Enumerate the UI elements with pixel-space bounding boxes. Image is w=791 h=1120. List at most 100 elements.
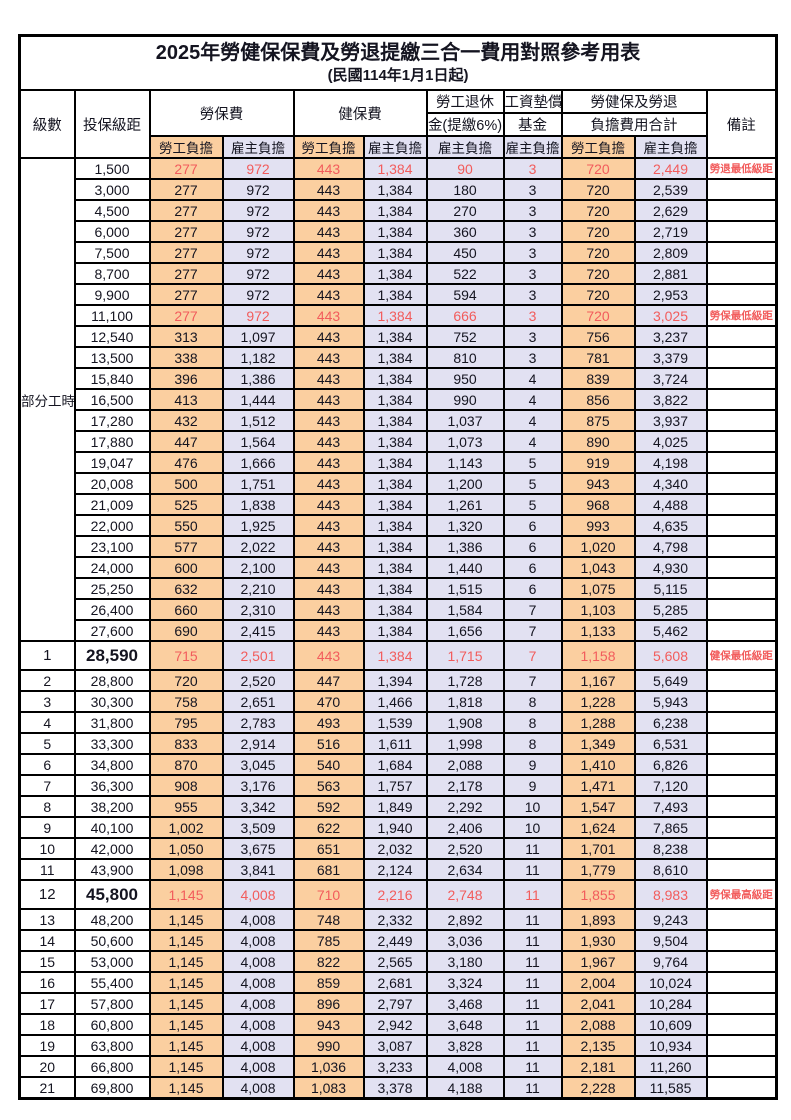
value-cell: 1,967 [560,950,636,973]
value-cell: 3 [502,220,563,243]
remark-cell [705,535,778,558]
value-cell: 2,942 [362,1013,428,1036]
table-row: 6 34,800 870 3,045 540 1,684 2,088 9 1,410 6,826 [18,753,778,776]
value-cell: 9,504 [633,929,708,952]
remark-cell [705,1034,778,1057]
value-cell: 756 [560,325,636,348]
remark-cell [705,753,778,776]
subheader-health-employer: 雇主負擔 [362,135,428,159]
value-cell: 476 [148,451,224,474]
bracket-cell: 17,880 [73,430,151,453]
value-cell: 1,145 [148,929,224,952]
value-cell: 1,444 [221,388,295,411]
table-row: 15,840 396 1,386 443 1,384 950 4 839 3,724 [20,367,778,390]
value-cell: 839 [560,367,636,390]
value-cell: 516 [292,732,365,755]
value-cell: 1,145 [148,1076,224,1100]
table-row: 16,500 413 1,444 443 1,384 990 4 856 3,822 [20,388,778,411]
value-cell: 972 [221,220,295,243]
value-cell: 4 [502,388,563,411]
value-cell: 1,384 [362,451,428,474]
value-cell: 1,624 [560,816,636,839]
value-cell: 1,611 [362,732,428,755]
remark-cell [705,283,778,306]
bracket-cell: 13,500 [73,346,151,369]
value-cell: 413 [148,388,224,411]
value-cell: 1,097 [221,325,295,348]
value-cell: 4,198 [633,451,708,474]
value-cell: 1,701 [560,837,636,860]
bracket-cell: 7,500 [73,241,151,264]
value-cell: 3 [502,346,563,369]
value-cell: 2,719 [633,220,708,243]
value-cell: 2,022 [221,535,295,558]
remark-cell [705,493,778,516]
table-row: 24,000 600 2,100 443 1,384 1,440 6 1,043 4,930 [20,556,778,579]
value-cell: 1,043 [560,556,636,579]
value-cell: 5,115 [633,577,708,600]
value-cell: 8,238 [633,837,708,860]
remark-cell [705,388,778,411]
value-cell: 338 [148,346,224,369]
value-cell: 2,032 [362,837,428,860]
value-cell: 1,410 [560,753,636,776]
table-row: 13 48,200 1,145 4,008 748 2,332 2,892 11 1,893 9,… [18,908,778,931]
bracket-cell: 4,500 [73,199,151,222]
value-cell: 443 [292,577,365,600]
subheader-fund-employer: 雇主負擔 [502,135,563,159]
col-header-pension-line1: 勞工退休 [425,89,505,114]
value-cell: 1,940 [362,816,428,839]
bracket-cell: 30,300 [73,690,151,713]
value-cell: 443 [292,388,365,411]
bracket-cell: 1,500 [73,157,151,180]
bracket-cell: 69,800 [73,1076,151,1100]
value-cell: 919 [560,451,636,474]
value-cell: 3,342 [221,795,295,818]
table-row: 25,250 632 2,210 443 1,384 1,515 6 1,075 5,115 [20,577,778,600]
value-cell: 563 [292,774,365,797]
value-cell: 443 [292,640,365,671]
value-cell: 3,648 [425,1013,505,1036]
value-cell: 6,531 [633,732,708,755]
value-cell: 690 [148,619,224,642]
level-cell: 10 [18,837,76,860]
bracket-cell: 8,700 [73,262,151,285]
value-cell: 7 [502,598,563,621]
value-cell: 1,471 [560,774,636,797]
remark-cell [705,472,778,495]
value-cell: 11 [502,879,563,910]
level-cell: 11 [18,858,76,881]
value-cell: 1,715 [425,640,505,671]
value-cell: 720 [148,669,224,692]
value-cell: 720 [560,262,636,285]
value-cell: 795 [148,711,224,734]
value-cell: 1,073 [425,430,505,453]
value-cell: 972 [221,304,295,327]
remark-cell [705,367,778,390]
value-cell: 7,493 [633,795,708,818]
value-cell: 666 [425,304,505,327]
bracket-cell: 60,800 [73,1013,151,1036]
remark-cell [705,346,778,369]
value-cell: 720 [560,220,636,243]
bracket-cell: 28,590 [73,640,151,671]
remark-cell [705,858,778,881]
table-row: 13,500 338 1,182 443 1,384 810 3 781 3,379 [20,346,778,369]
value-cell: 2,651 [221,690,295,713]
value-cell: 277 [148,262,224,285]
level-cell: 19 [18,1034,76,1057]
col-header-level: 級數 [18,89,76,159]
value-cell: 277 [148,283,224,306]
remark-cell [705,325,778,348]
value-cell: 2,310 [221,598,295,621]
value-cell: 2,520 [425,837,505,860]
value-cell: 4,008 [221,971,295,994]
level-cell: 21 [18,1076,76,1100]
value-cell: 2,681 [362,971,428,994]
bracket-cell: 20,008 [73,472,151,495]
table-row: 15 53,000 1,145 4,008 822 2,565 3,180 11 1,967 9,… [18,950,778,973]
value-cell: 3,087 [362,1034,428,1057]
table-row: 12,540 313 1,097 443 1,384 752 3 756 3,237 [20,325,778,348]
value-cell: 8,610 [633,858,708,881]
value-cell: 1,751 [221,472,295,495]
